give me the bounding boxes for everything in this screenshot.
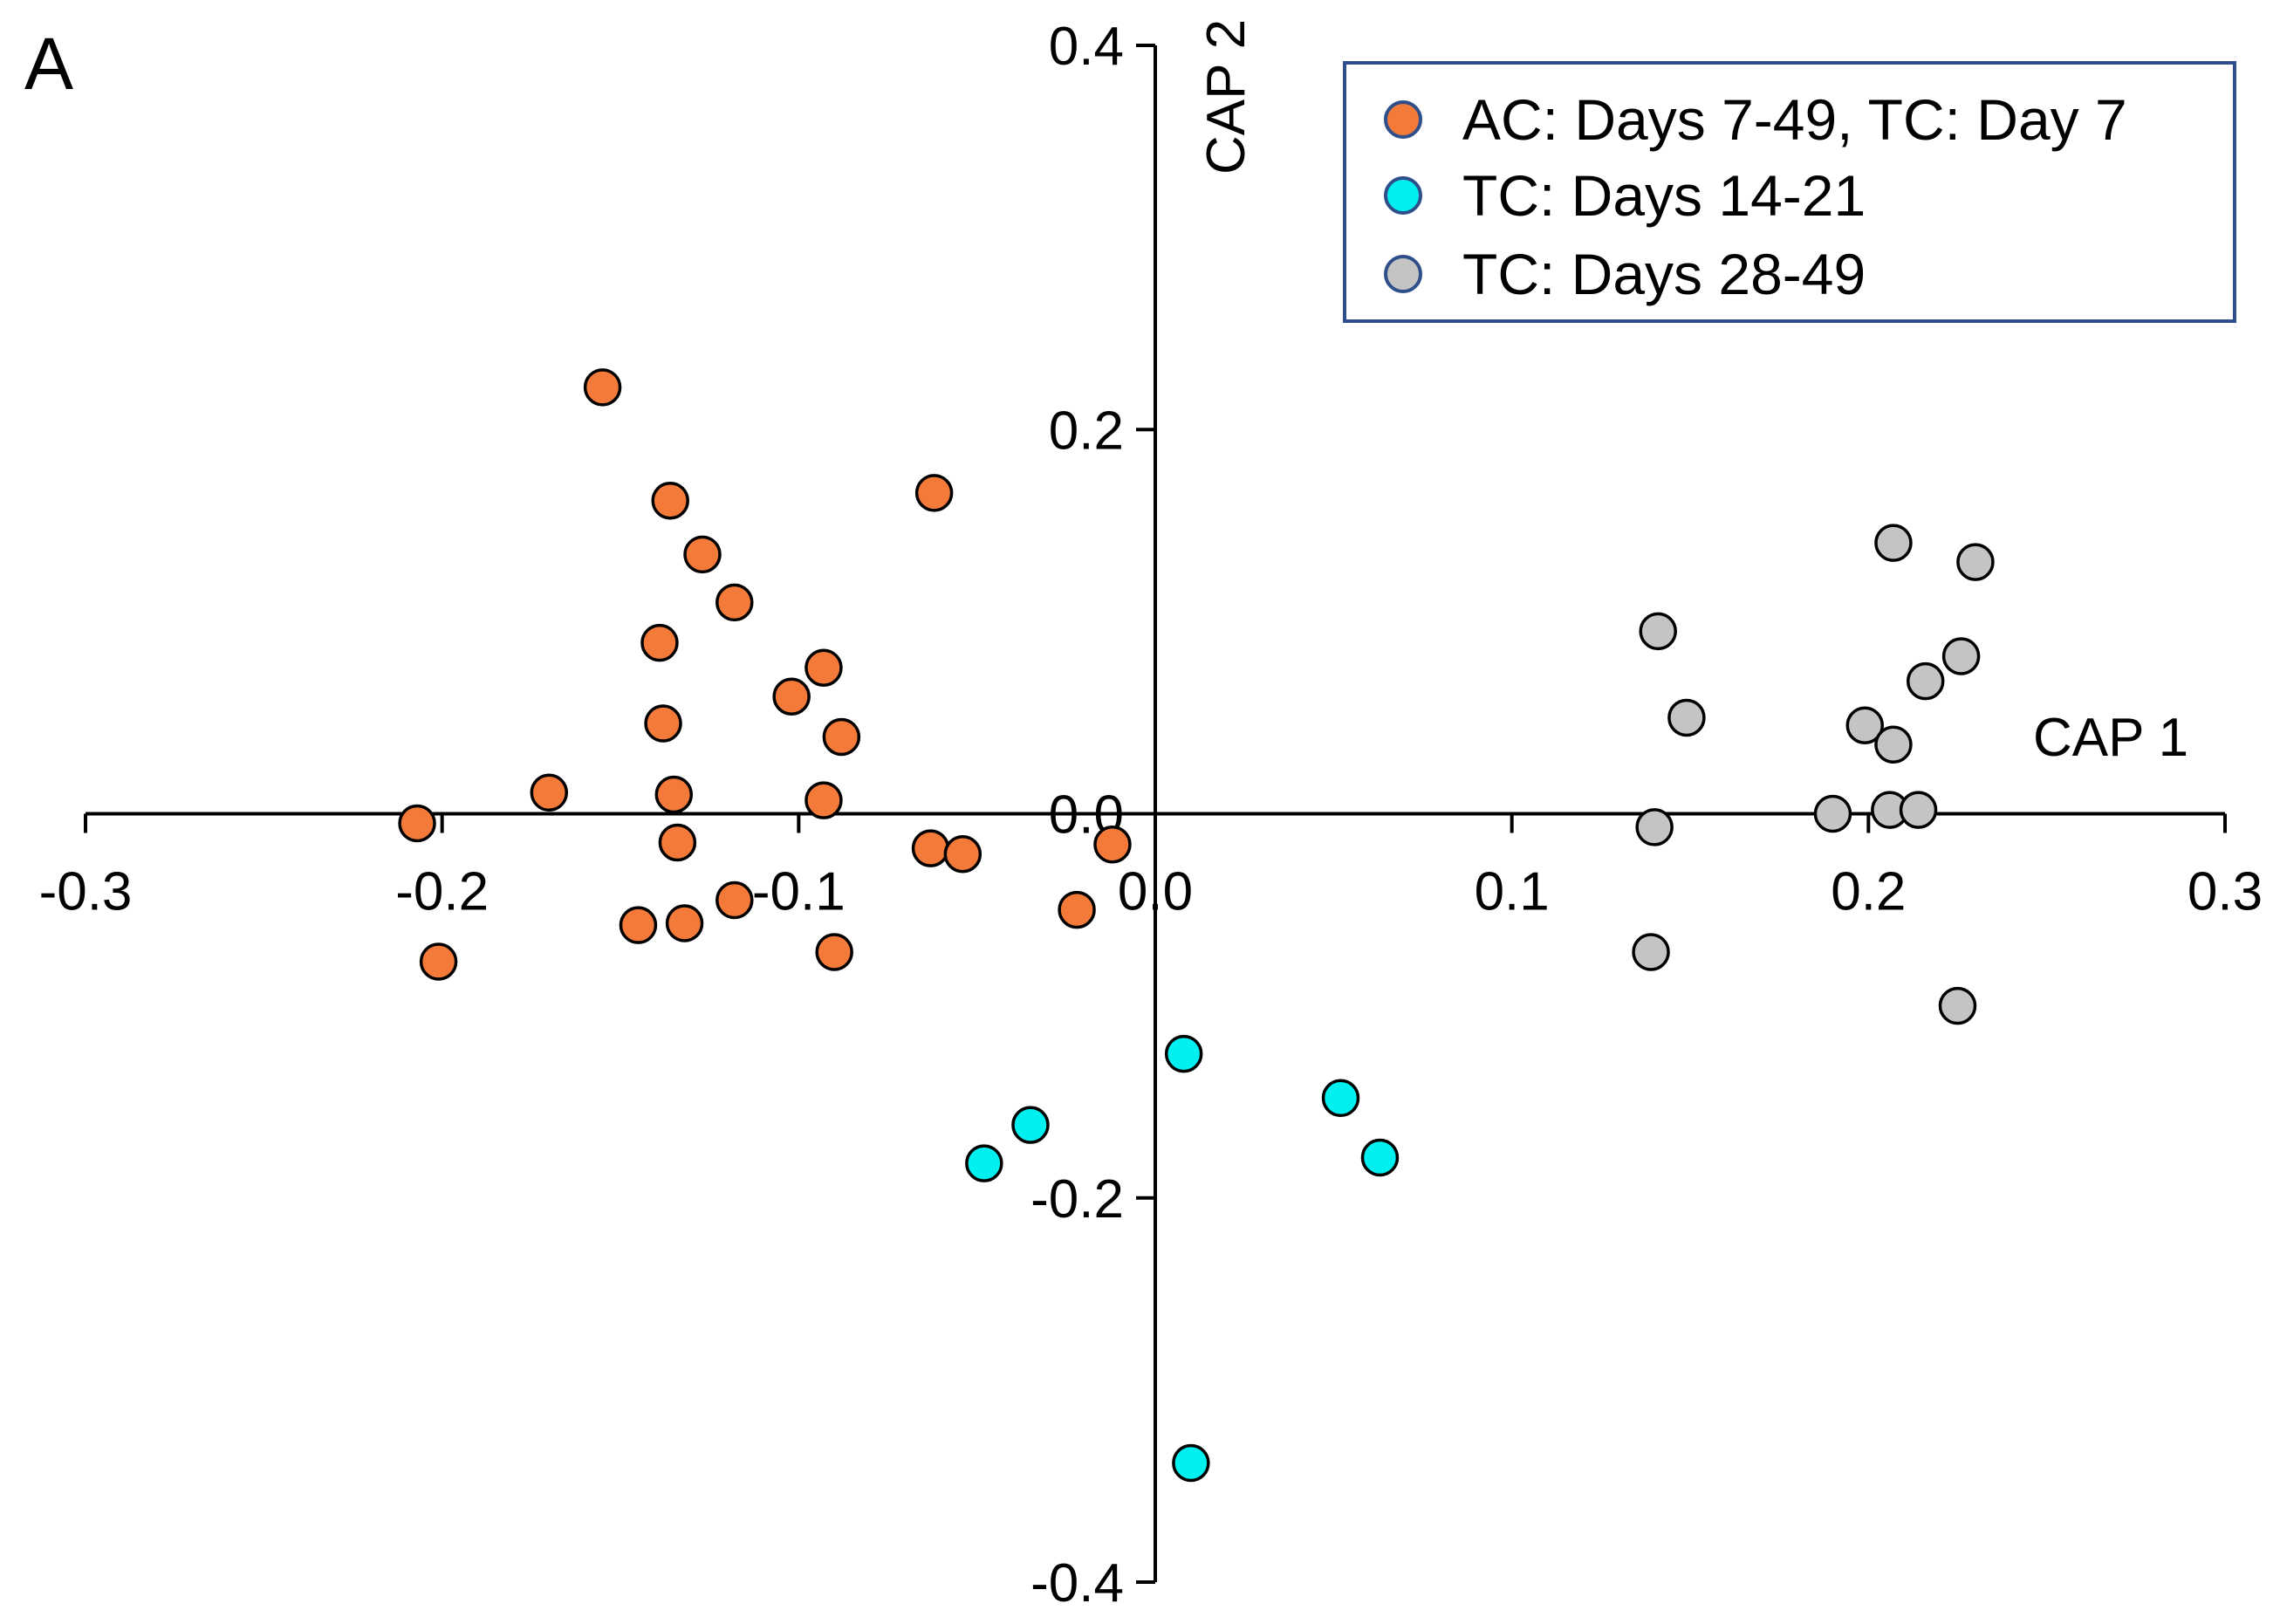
point-tc-days-28-49	[1899, 791, 1938, 829]
point-ac-days-7-49-tc-day-7	[943, 834, 983, 874]
point-ac-days-7-49-tc-day-7	[665, 904, 704, 942]
x-tick-label: 0.3	[2188, 862, 2263, 922]
x-tick-label: 0.0	[1118, 862, 1193, 922]
point-ac-days-7-49-tc-day-7	[914, 474, 954, 512]
point-tc-days-14-21	[1172, 1443, 1210, 1483]
point-ac-days-7-49-tc-day-7	[530, 773, 569, 812]
point-tc-days-14-21	[1360, 1138, 1400, 1177]
point-ac-days-7-49-tc-day-7	[715, 881, 754, 920]
legend-label-tc-14-21: TC: Days 14-21	[1462, 163, 1866, 228]
legend-label-ac: AC: Days 7-49, TC: Day 7	[1462, 87, 2127, 152]
legend-marker-ac	[1384, 100, 1422, 139]
y-tick-label: 0.4	[1049, 17, 1124, 77]
point-tc-days-14-21	[1321, 1079, 1360, 1118]
point-ac-days-7-49-tc-day-7	[772, 677, 811, 716]
point-ac-days-7-49-tc-day-7	[911, 829, 950, 867]
point-tc-days-28-49	[1956, 543, 1995, 581]
y-ticks: -0.4-0.20.00.20.4	[1030, 17, 1155, 1614]
point-ac-days-7-49-tc-day-7	[822, 717, 861, 757]
legend: AC: Days 7-49, TC: Day 7 TC: Days 14-21 …	[1343, 61, 2236, 323]
y-tick-label: 0.2	[1049, 401, 1124, 461]
point-ac-days-7-49-tc-day-7	[683, 535, 722, 574]
legend-marker-tc-28-49	[1384, 255, 1422, 293]
legend-marker-tc-14-21	[1384, 176, 1422, 215]
point-ac-days-7-49-tc-day-7	[640, 623, 679, 662]
point-ac-days-7-49-tc-day-7	[583, 368, 622, 407]
point-tc-days-28-49	[1938, 986, 1977, 1025]
x-tick-label: 0.2	[1831, 862, 1906, 922]
point-tc-days-28-49	[1845, 706, 1884, 744]
point-tc-days-28-49	[1874, 524, 1913, 562]
legend-box	[1343, 61, 2236, 323]
point-ac-days-7-49-tc-day-7	[715, 583, 754, 622]
point-tc-days-28-49	[1639, 612, 1677, 651]
axes: -0.3 -0.2 -0.1 0.0 0.1 0.2 0.3 -0.4 -0.2 0.0 0.2 0…	[39, 17, 2263, 1614]
point-ac-days-7-49-tc-day-7	[619, 906, 658, 944]
point-tc-days-14-21	[965, 1144, 1003, 1182]
point-ac-days-7-49-tc-day-7	[1093, 825, 1132, 864]
x-tick-label: -0.1	[752, 862, 846, 922]
point-tc-days-28-49	[1635, 808, 1674, 846]
point-tc-days-28-49	[1667, 698, 1706, 737]
point-ac-days-7-49-tc-day-7	[654, 775, 694, 814]
point-tc-days-28-49	[1941, 637, 1981, 675]
point-tc-days-28-49	[1874, 725, 1913, 764]
point-ac-days-7-49-tc-day-7	[398, 804, 436, 843]
point-ac-days-7-49-tc-day-7	[805, 648, 843, 687]
point-tc-days-14-21	[1164, 1034, 1203, 1073]
y-axis-title: CAP 2	[1196, 19, 1256, 175]
data-points	[398, 368, 1995, 1483]
x-ticks: -0.3 -0.2 -0.1 0.0 0.1 0.2 0.3	[39, 813, 2263, 922]
point-ac-days-7-49-tc-day-7	[658, 823, 697, 862]
point-ac-days-7-49-tc-day-7	[805, 781, 843, 819]
x-axis-title: CAP 1	[2033, 708, 2188, 768]
point-tc-days-28-49	[1632, 933, 1670, 971]
point-ac-days-7-49-tc-day-7	[815, 933, 853, 971]
point-ac-days-7-49-tc-day-7	[419, 942, 458, 981]
point-tc-days-28-49	[1906, 661, 1945, 701]
point-tc-days-28-49	[1813, 794, 1852, 833]
x-tick-label: -0.3	[39, 862, 133, 922]
point-ac-days-7-49-tc-day-7	[651, 481, 689, 520]
point-ac-days-7-49-tc-day-7	[644, 704, 682, 743]
panel-label: A	[24, 23, 73, 105]
x-tick-label: 0.1	[1475, 862, 1550, 922]
y-tick-label: -0.2	[1030, 1169, 1124, 1230]
point-ac-days-7-49-tc-day-7	[1058, 890, 1096, 929]
legend-label-tc-28-49: TC: Days 28-49	[1462, 242, 1866, 306]
x-tick-label: -0.2	[395, 862, 489, 922]
point-tc-days-14-21	[1011, 1106, 1050, 1144]
y-tick-label: -0.4	[1030, 1553, 1124, 1614]
